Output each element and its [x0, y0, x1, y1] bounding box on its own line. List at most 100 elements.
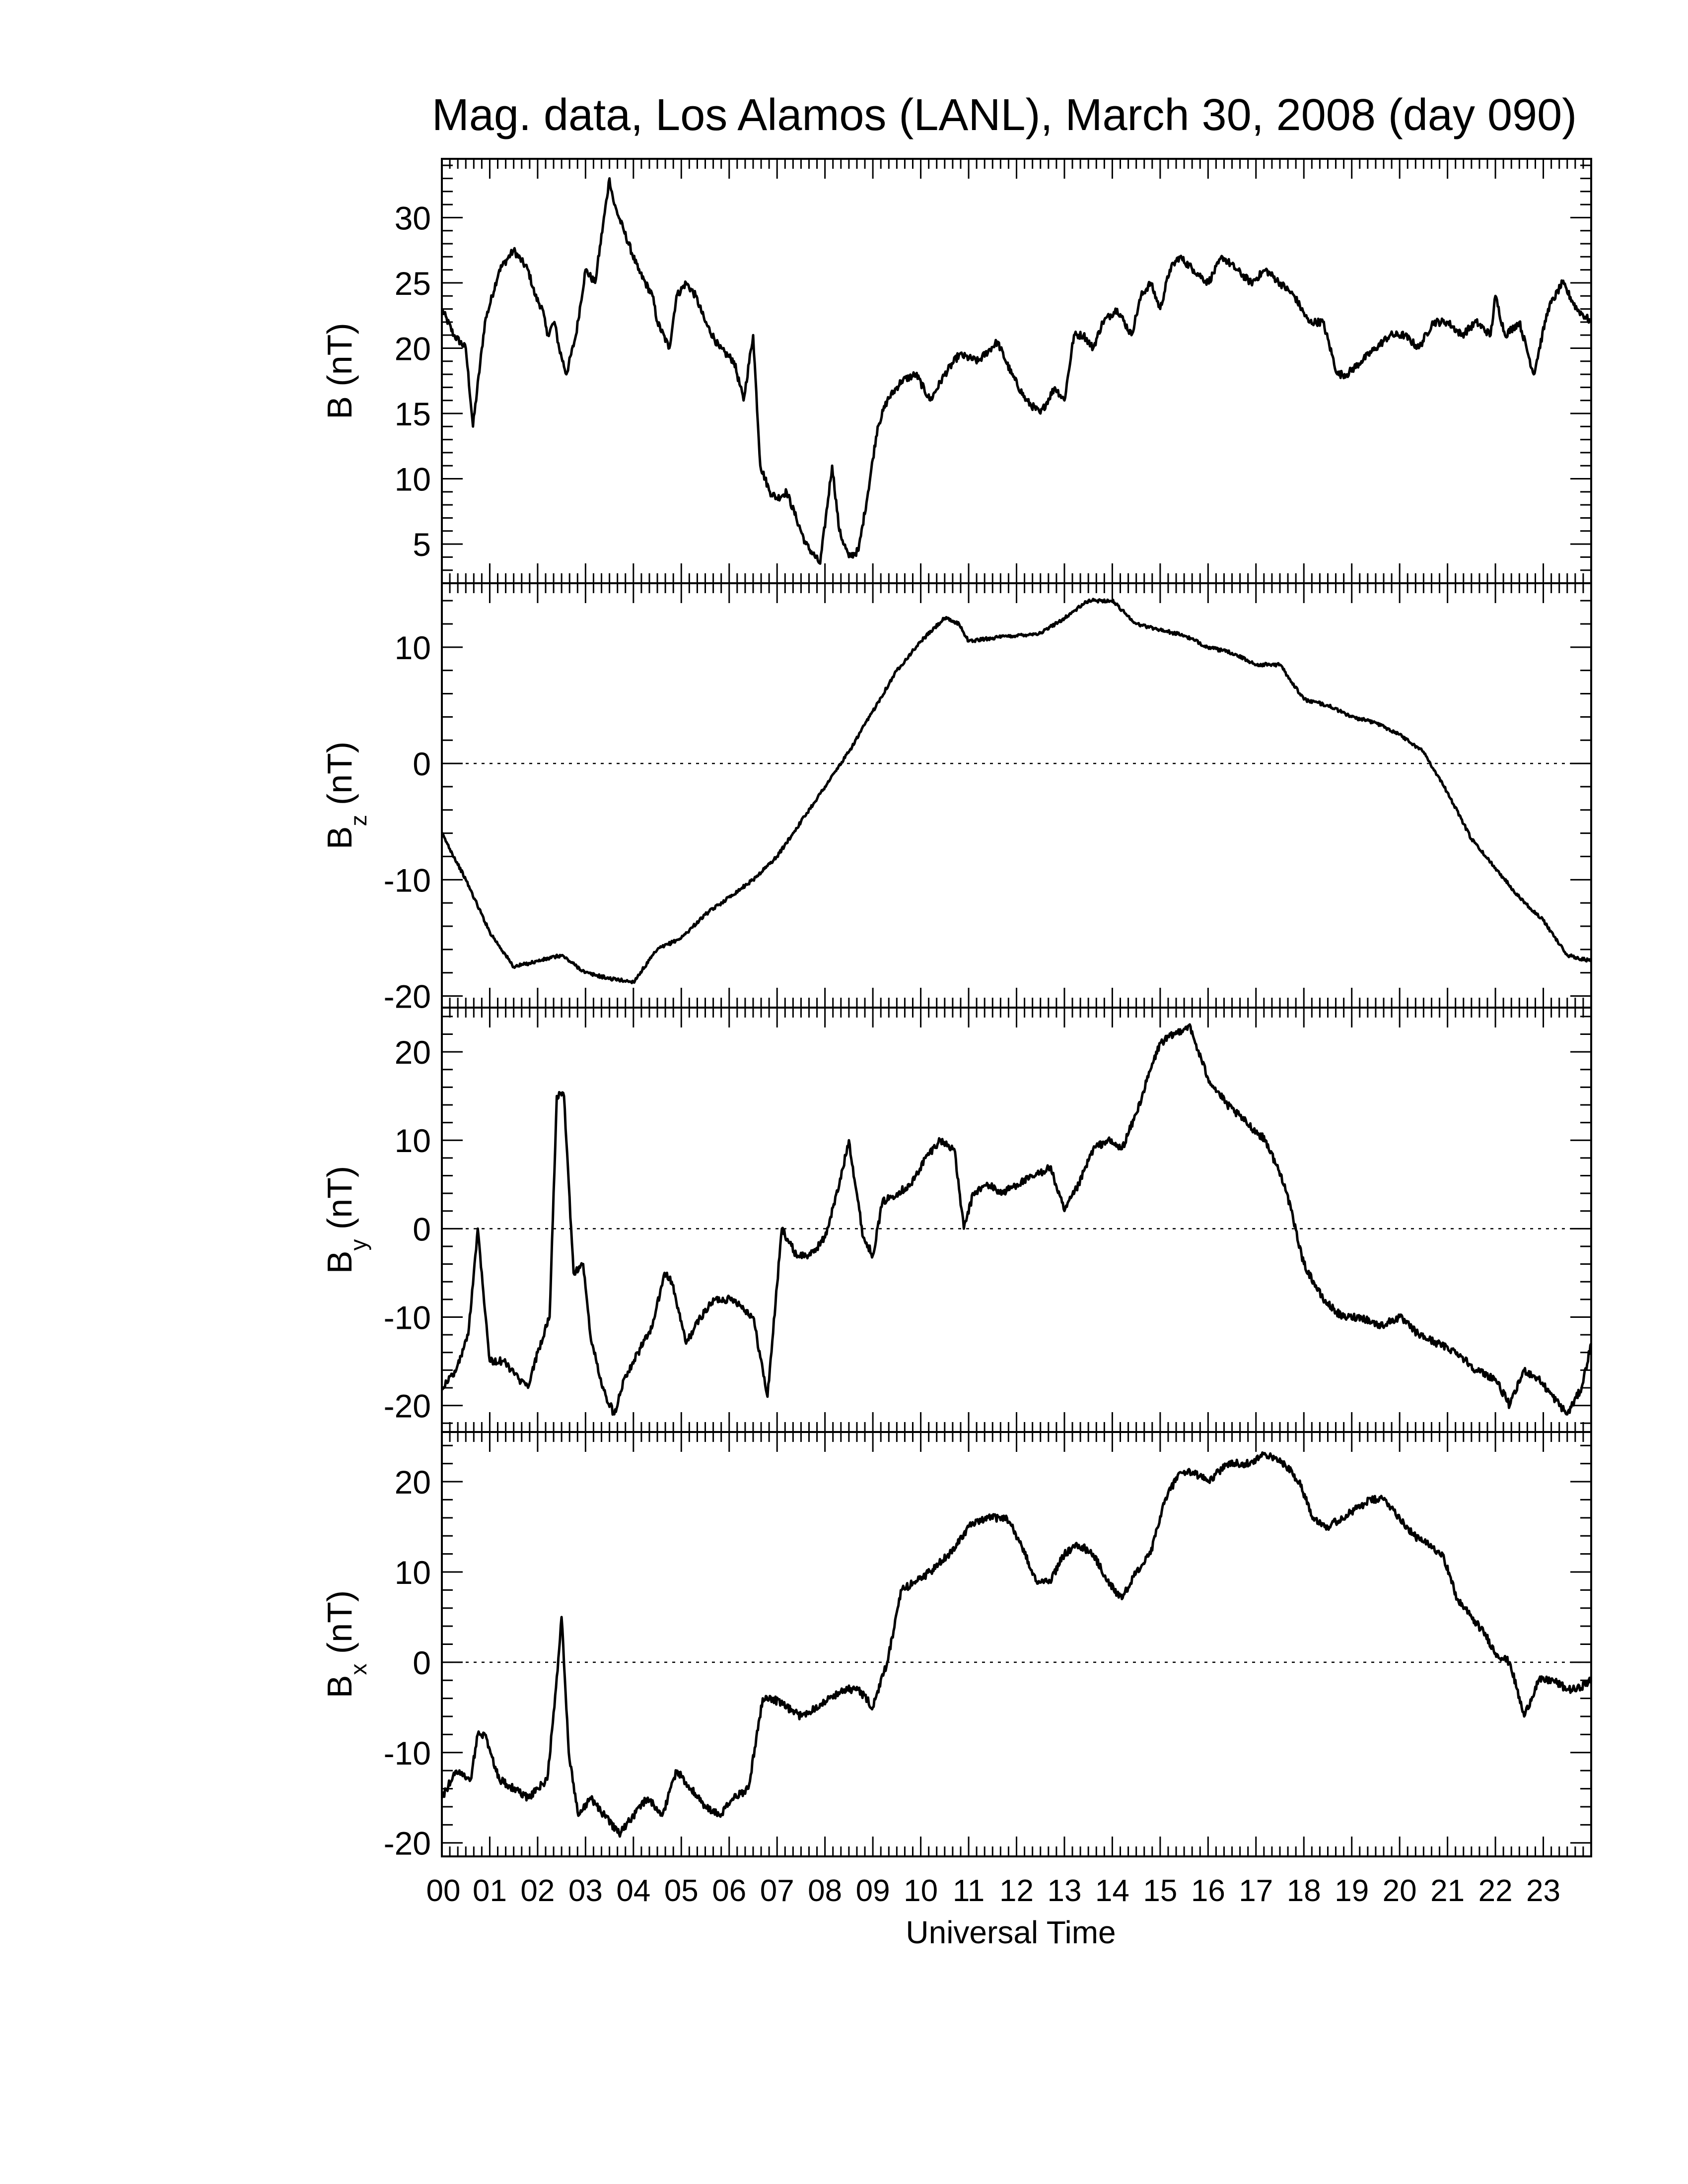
- data-point: [1135, 1113, 1137, 1115]
- time-ticks: [441, 159, 1592, 583]
- data-point: [1025, 400, 1027, 402]
- data-point: [565, 373, 567, 375]
- data-point: [1207, 282, 1209, 284]
- data-point: [1116, 308, 1118, 310]
- data-point: [651, 1325, 653, 1327]
- x-tick-label: 06: [712, 1874, 746, 1908]
- x-tick-label: 10: [904, 1874, 938, 1908]
- data-point: [668, 347, 670, 349]
- data-point: [1308, 321, 1310, 323]
- y-axis-label-subscript: y: [346, 1239, 371, 1251]
- y-tick-label: 10: [395, 629, 431, 666]
- data-point: [1130, 334, 1132, 336]
- data-point: [805, 543, 807, 545]
- data-point: [1150, 1553, 1152, 1555]
- data-point: [561, 1616, 563, 1618]
- x-tick-label: 19: [1335, 1874, 1369, 1908]
- data-point: [1413, 1535, 1415, 1537]
- data-point: [714, 1298, 716, 1300]
- data-point: [1399, 734, 1401, 736]
- y-tick-label: 20: [395, 330, 431, 367]
- data-point: [1121, 1598, 1123, 1600]
- data-point: [676, 295, 678, 297]
- data-point: [633, 981, 634, 983]
- data-point: [623, 1378, 625, 1380]
- data-point: [465, 879, 467, 881]
- y-axis-label: B (nT): [320, 323, 359, 419]
- data-point: [1313, 1517, 1315, 1519]
- data-point: [944, 373, 946, 375]
- data-point: [618, 1833, 620, 1835]
- data-point: [1221, 256, 1223, 258]
- data-point: [987, 1517, 989, 1519]
- panel-B: 5 10 15 20 25 30 B (nT): [320, 158, 1592, 584]
- data-point: [1494, 1652, 1496, 1654]
- data-point: [609, 178, 611, 180]
- y-tick-label: 10: [395, 461, 431, 498]
- data-point: [800, 1715, 802, 1717]
- data-point: [589, 1334, 591, 1336]
- y-tick-label: -10: [384, 862, 431, 898]
- y-axis-label-symbol: B: [320, 396, 359, 419]
- data-point: [1442, 1553, 1444, 1555]
- data-point: [831, 465, 833, 467]
- data-point: [1552, 1396, 1554, 1398]
- time-axis-tick-labels: 00 01 02 03 04 05 06 07 08 09 10 11 12 13 14 15 16 17 18 19…: [426, 1874, 1561, 1908]
- data-point: [1159, 1042, 1161, 1044]
- data-point: [1447, 792, 1449, 794]
- series-line-By: [440, 1023, 1593, 1416]
- data-point: [1284, 1183, 1286, 1185]
- data-point: [896, 1192, 898, 1194]
- data-point: [1246, 1122, 1248, 1124]
- data-point: [848, 556, 850, 558]
- data-point: [554, 321, 556, 323]
- x-tick-label: 07: [760, 1874, 794, 1908]
- data-point: [1336, 373, 1338, 375]
- x-tick-label: 15: [1143, 1874, 1177, 1908]
- data-point: [1188, 1024, 1190, 1026]
- x-tick-label: 02: [520, 1874, 555, 1908]
- data-point: [568, 1752, 570, 1754]
- data-point: [1303, 1263, 1305, 1265]
- data-point: [786, 1706, 788, 1708]
- data-point: [1360, 360, 1362, 362]
- data-point: [613, 1413, 615, 1415]
- data-point: [1150, 282, 1152, 284]
- data-point: [776, 497, 778, 499]
- data-point: [1207, 1078, 1209, 1080]
- data-point: [1016, 634, 1018, 636]
- data-point: [1380, 1325, 1382, 1327]
- y-axis-label-unit: (nT): [320, 742, 359, 815]
- data-point: [953, 1148, 955, 1150]
- x-tick-label: 12: [999, 1874, 1034, 1908]
- data-point: [1471, 838, 1473, 840]
- data-point: [719, 347, 721, 349]
- y-axis-label-symbol: B: [320, 1675, 359, 1699]
- data-point: [800, 820, 802, 822]
- y-tick-label: 0: [413, 1211, 431, 1247]
- data-point: [1020, 1544, 1022, 1546]
- data-point: [671, 1281, 673, 1283]
- y-axis-label: Bx (nT): [320, 1590, 371, 1698]
- data-point: [1265, 1139, 1266, 1141]
- data-point: [1246, 1463, 1248, 1465]
- data-point: [944, 617, 946, 619]
- x-tick-label: 21: [1430, 1874, 1465, 1908]
- data-point: [977, 360, 979, 362]
- data-point: [1471, 1616, 1473, 1618]
- data-point: [1375, 347, 1377, 349]
- data-point: [1279, 282, 1281, 284]
- data-point: [647, 1797, 649, 1799]
- data-point: [1107, 1580, 1109, 1582]
- data-point: [1226, 1463, 1228, 1465]
- data-point: [1518, 321, 1520, 323]
- data-point: [810, 1254, 812, 1256]
- data-point: [949, 1553, 951, 1555]
- data-point: [546, 334, 548, 336]
- data-point: [881, 1201, 883, 1203]
- data-point: [664, 1272, 666, 1274]
- data-point: [546, 1778, 548, 1780]
- data-point: [776, 856, 778, 858]
- series-line-B: [441, 177, 1592, 565]
- y-tick-label: 25: [395, 265, 431, 302]
